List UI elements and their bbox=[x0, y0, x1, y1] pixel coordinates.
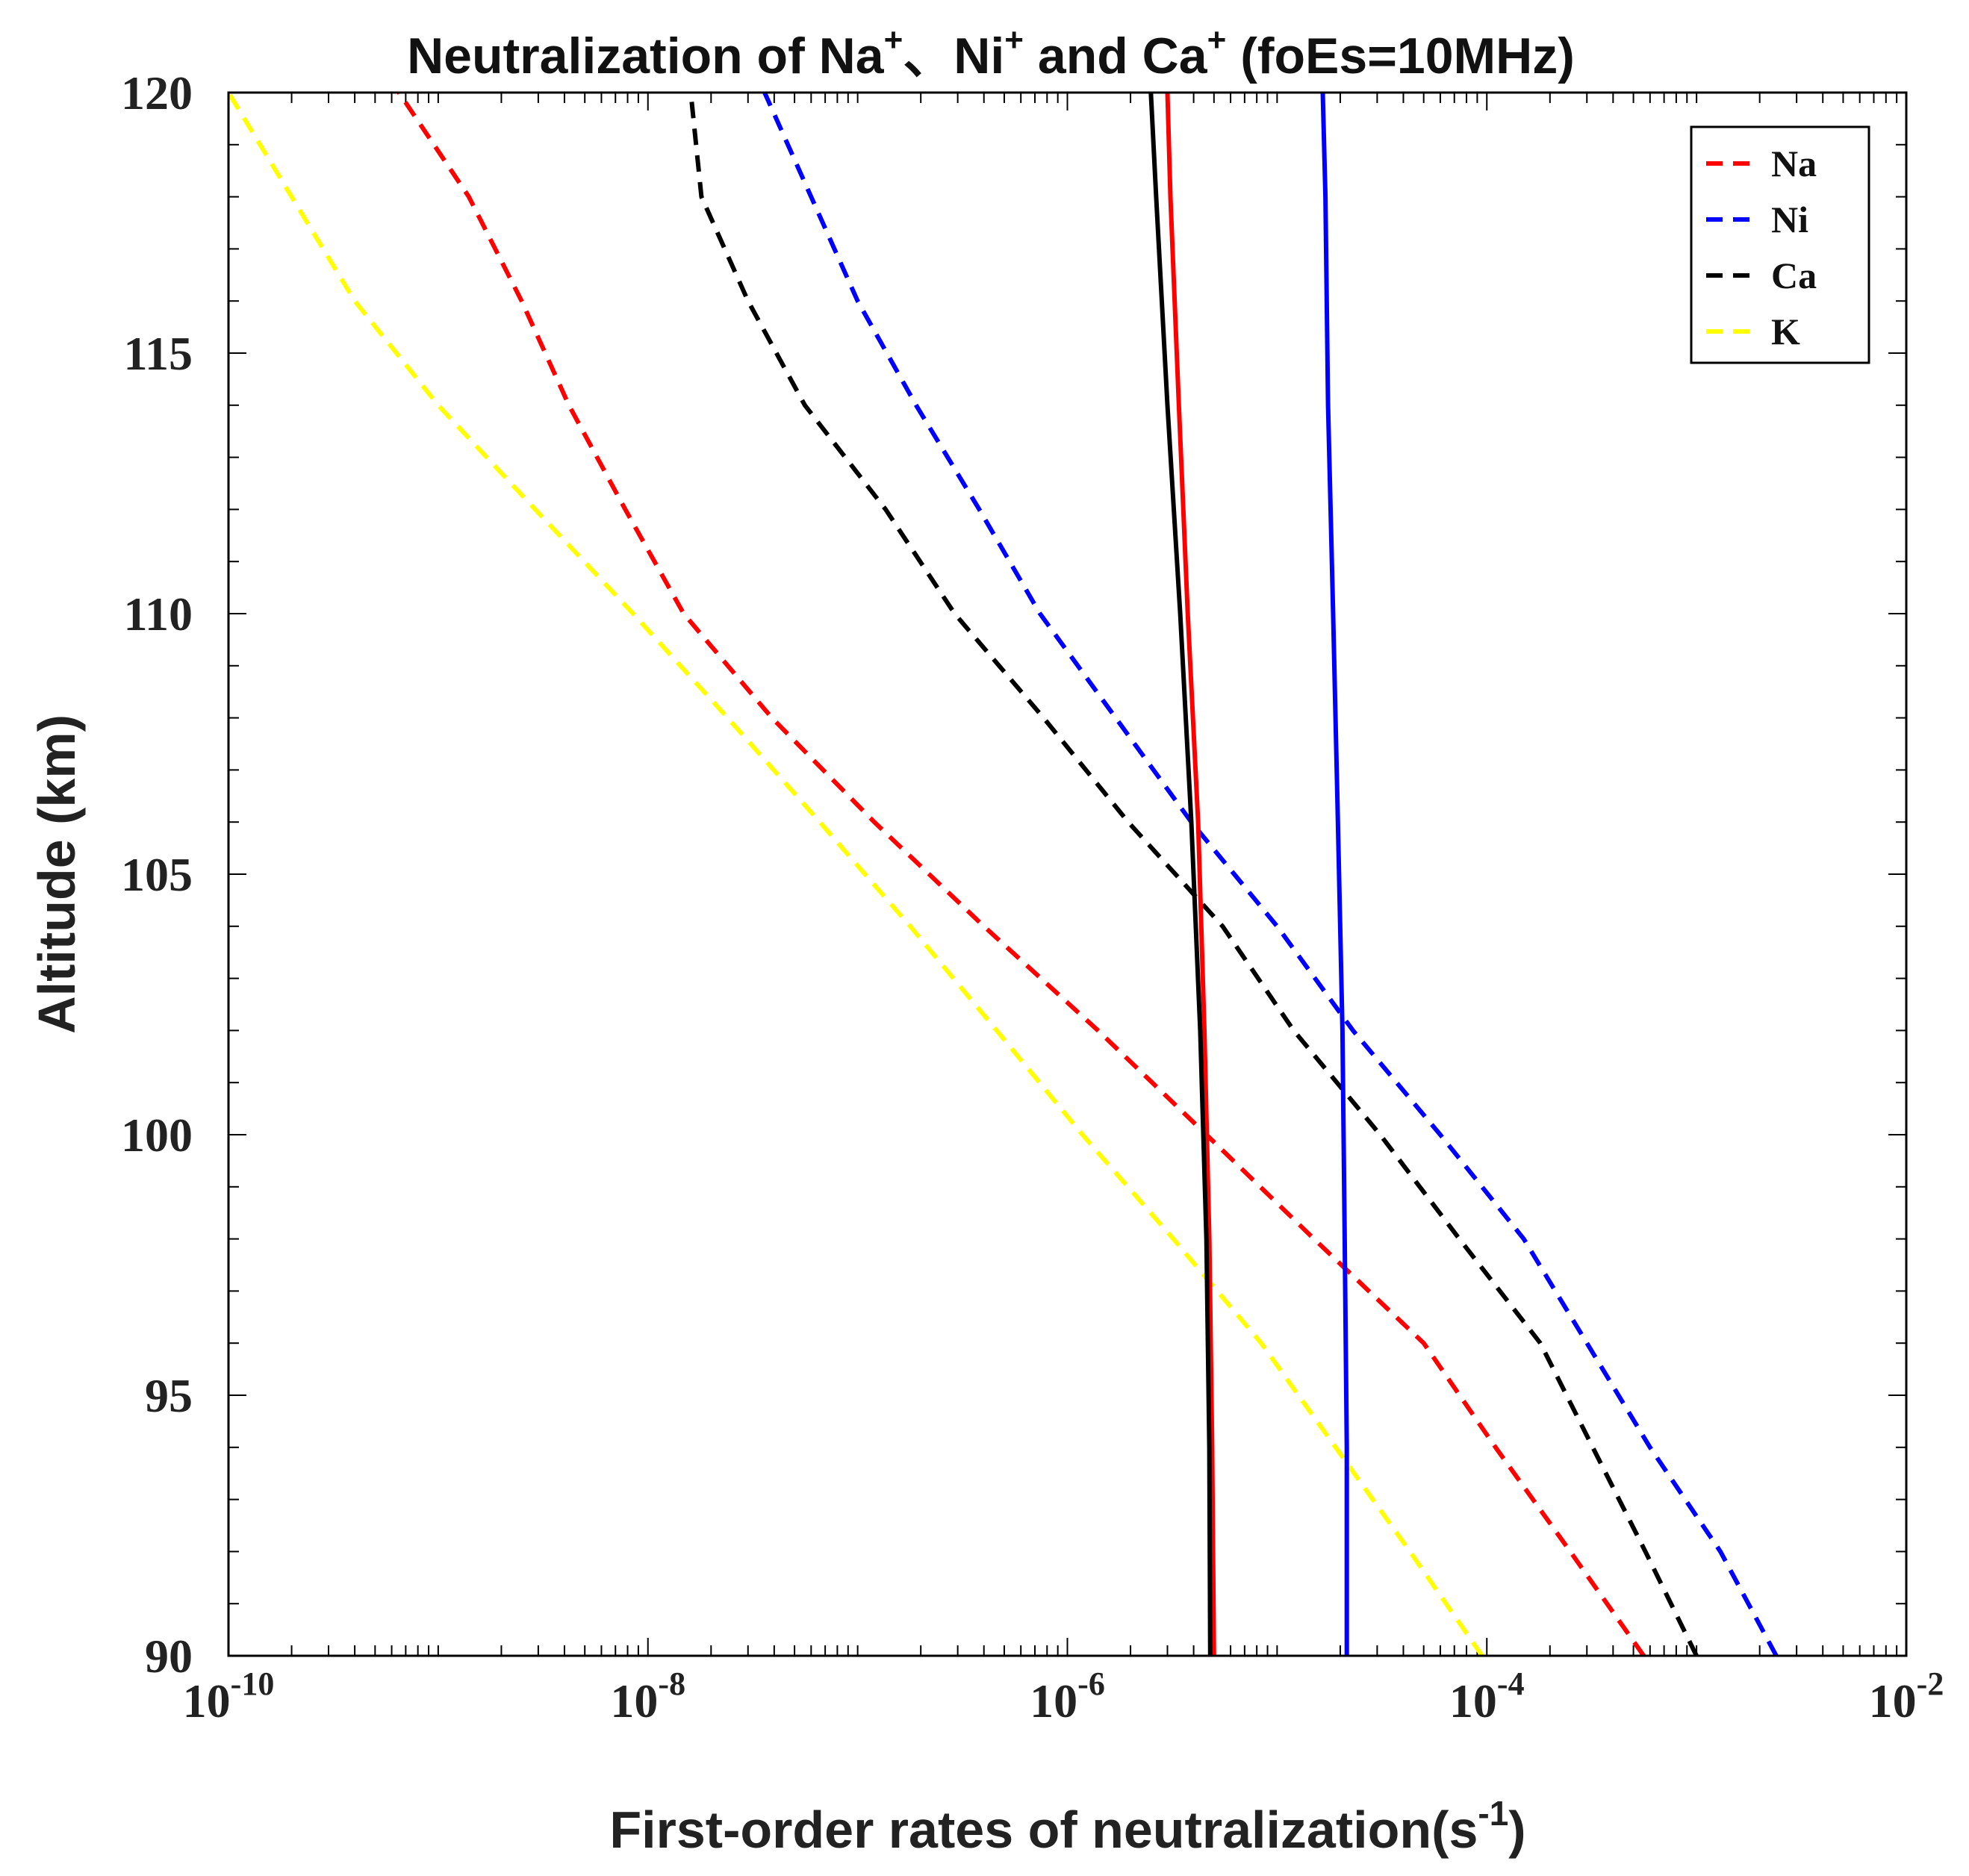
legend-label-k: K bbox=[1771, 311, 1800, 352]
plot-frame bbox=[227, 91, 1908, 1657]
x-tick-label: 10-10 bbox=[183, 1665, 275, 1727]
series-k bbox=[226, 91, 1484, 1657]
x-axis-label: First-order rates of neutralization(s-1) bbox=[609, 1794, 1525, 1859]
x-tick-label: 10-2 bbox=[1869, 1665, 1944, 1727]
y-tick-label: 90 bbox=[145, 1630, 193, 1683]
x-tick-label: 10-6 bbox=[1030, 1665, 1105, 1727]
y-tick-label: 115 bbox=[124, 327, 193, 380]
x-tick-label: 10-8 bbox=[610, 1665, 685, 1727]
y-tick-label: 110 bbox=[124, 588, 193, 641]
x-tick-label: 10-4 bbox=[1449, 1665, 1525, 1727]
chart-title: Neutralization of Na+、Ni+ and Ca+ (foEs=… bbox=[407, 22, 1575, 84]
series-ca-neutralization-rate bbox=[1148, 92, 1213, 1657]
axis-ticks bbox=[228, 92, 1906, 1657]
series-na bbox=[396, 91, 1646, 1657]
y-tick-labels: 90 95 100 105 110 115 120 bbox=[121, 66, 193, 1683]
y-axis-label: Altitude (km) bbox=[28, 714, 86, 1034]
legend-label-ni: Ni bbox=[1771, 199, 1808, 240]
y-tick-label: 95 bbox=[145, 1369, 193, 1422]
series-ni bbox=[762, 91, 1779, 1657]
series-ni-neutralization-rate bbox=[1320, 92, 1349, 1656]
legend-box bbox=[1690, 125, 1870, 364]
y-tick-label: 105 bbox=[121, 848, 193, 901]
legend: Na Ni Ca K bbox=[1690, 125, 1870, 364]
legend-label-na: Na bbox=[1771, 143, 1817, 184]
x-tick-labels: 10-10 10-8 10-6 10-4 10-2 bbox=[183, 1665, 1944, 1727]
series-ca bbox=[688, 92, 1699, 1657]
series-layer bbox=[226, 91, 1779, 1657]
y-tick-label: 120 bbox=[121, 66, 193, 119]
legend-label-ca: Ca bbox=[1771, 255, 1817, 296]
series-na-neutralization-rate bbox=[1165, 92, 1216, 1657]
y-tick-label: 100 bbox=[121, 1109, 193, 1162]
